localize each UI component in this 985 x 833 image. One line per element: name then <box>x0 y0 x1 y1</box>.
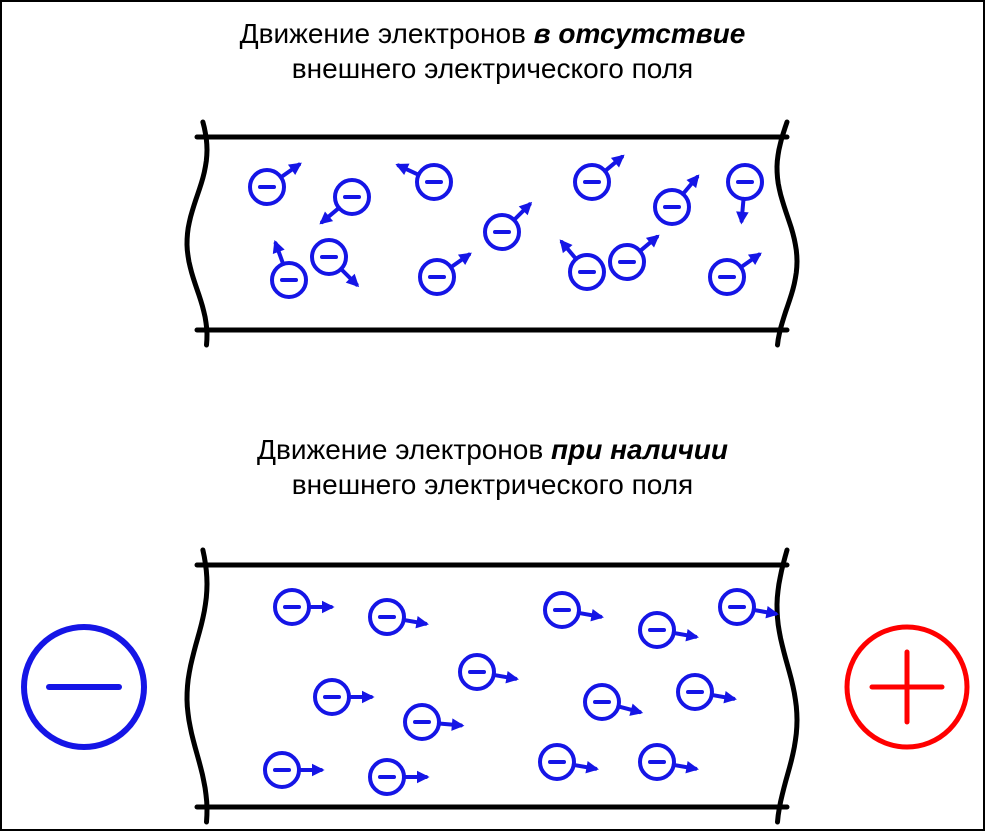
electron-icon <box>275 590 335 624</box>
electron-icon <box>420 253 472 294</box>
electron-icon <box>485 202 532 249</box>
electron-icon <box>640 745 699 779</box>
electron-icon <box>575 155 625 199</box>
electron-icon <box>710 253 762 294</box>
electron-icon <box>545 593 604 627</box>
electron-icon <box>728 165 762 224</box>
electron-icon <box>678 675 737 709</box>
diagram-page: Движение электронов в отсутствие внешнег… <box>0 0 985 831</box>
electron-icon <box>250 163 302 204</box>
electron-icon <box>315 680 375 714</box>
terminal-negative-icon <box>24 627 144 747</box>
electron-icon <box>720 590 779 624</box>
electron-icon <box>640 613 699 647</box>
electron-icon <box>560 239 604 289</box>
electron-icon <box>610 235 660 279</box>
electron-icon <box>540 745 599 779</box>
electron-icon <box>319 180 369 224</box>
electron-icon <box>312 240 359 287</box>
diagram-svg <box>2 2 985 833</box>
electron-icon <box>405 705 464 739</box>
electron-icon <box>655 174 699 224</box>
electron-icon <box>370 760 430 794</box>
electron-icon <box>395 164 451 199</box>
electron-icon <box>370 600 429 634</box>
electron-icon <box>585 685 643 719</box>
terminal-positive-icon <box>847 627 967 747</box>
electron-icon <box>460 655 519 689</box>
electron-icon <box>272 240 306 297</box>
electron-icon <box>265 753 325 787</box>
